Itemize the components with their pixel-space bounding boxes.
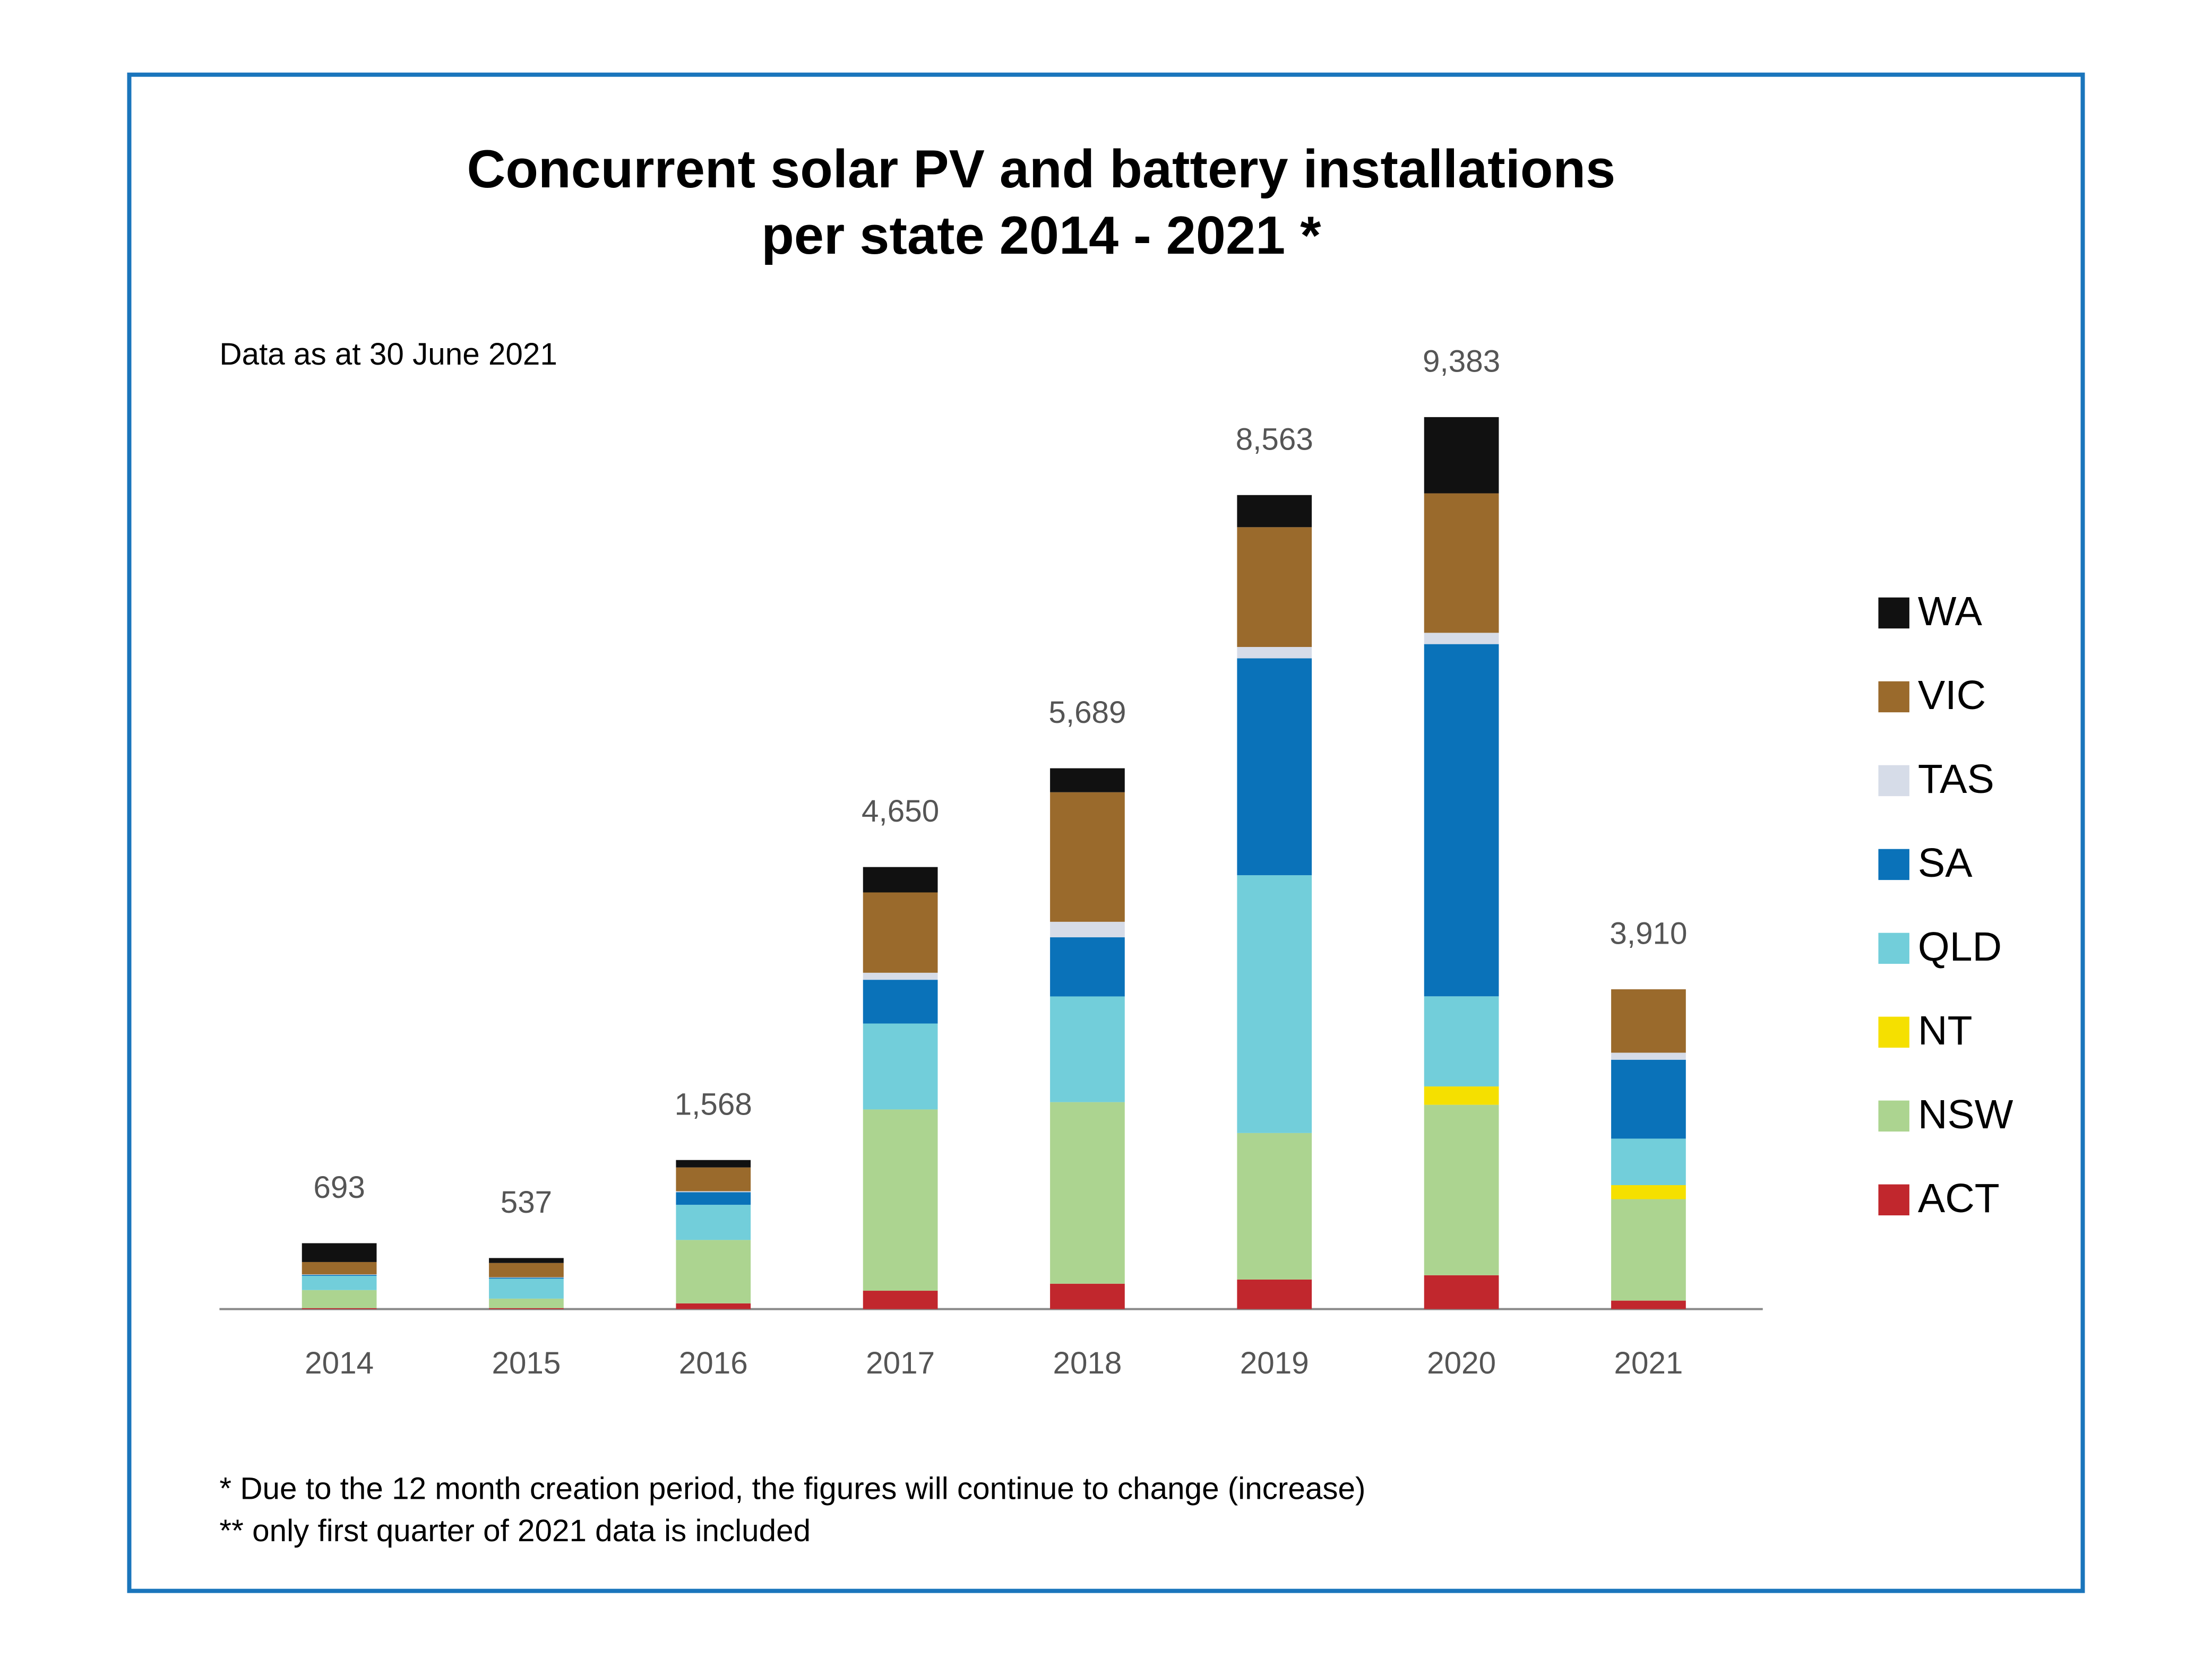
legend-swatch	[1878, 765, 1909, 797]
bar-segment	[863, 1023, 938, 1110]
bar-segment	[1424, 493, 1499, 633]
legend-label: WA	[1918, 589, 1983, 634]
bar-segment	[1050, 792, 1125, 922]
bar-segment	[863, 980, 938, 1024]
total-label: 4,650	[862, 794, 939, 828]
bar-segment	[1237, 875, 1312, 1133]
bar-segment	[676, 1167, 751, 1191]
bar-segment	[1050, 996, 1125, 1102]
legend-label: QLD	[1918, 924, 2002, 970]
bar-segment	[302, 1290, 377, 1308]
total-label: 537	[501, 1185, 552, 1220]
bar-segment	[1424, 417, 1499, 494]
bar-segment	[302, 1275, 377, 1290]
bar-segment	[863, 892, 938, 973]
bar-segment	[302, 1274, 377, 1275]
bar-segment	[1424, 633, 1499, 644]
bar-segment	[1611, 989, 1686, 1053]
legend-swatch	[1878, 932, 1909, 964]
bar-segment	[863, 1109, 938, 1291]
bar-segment	[1424, 1086, 1499, 1105]
bar-segment	[302, 1262, 377, 1275]
bar-segment	[1237, 527, 1312, 647]
x-tick-label: 2014	[305, 1346, 374, 1380]
legend-label: NSW	[1918, 1092, 2013, 1137]
bar-segment	[1424, 996, 1499, 1087]
x-tick-label: 2021	[1614, 1346, 1683, 1380]
total-label: 9,383	[1423, 344, 1500, 378]
bar-segment	[489, 1258, 564, 1263]
total-label: 8,563	[1236, 422, 1313, 456]
bar-segment	[1611, 1199, 1686, 1301]
bar-segment	[1050, 1283, 1125, 1309]
bar-segment	[1050, 921, 1125, 938]
bar-segment	[1424, 644, 1499, 997]
bar-segment	[1237, 1279, 1312, 1309]
footnote: ** only first quarter of 2021 data is in…	[219, 1514, 811, 1548]
bar-segment	[1050, 1102, 1125, 1284]
total-label: 693	[313, 1170, 365, 1205]
legend-swatch	[1878, 1100, 1909, 1132]
legend-swatch	[1878, 597, 1909, 629]
bar-segment	[863, 972, 938, 980]
bar-segment	[676, 1240, 751, 1303]
bar-segment	[489, 1277, 564, 1279]
bar-segment	[1611, 1138, 1686, 1186]
chart-title: Concurrent solar PV and battery installa…	[467, 140, 1616, 199]
bar-segment	[676, 1192, 751, 1205]
total-label: 5,689	[1048, 695, 1126, 730]
x-tick-label: 2015	[492, 1346, 561, 1380]
subtitle: Data as at 30 June 2021	[219, 337, 557, 372]
bar-segment	[863, 1291, 938, 1309]
bar-segment	[1237, 647, 1312, 659]
bar-segment	[676, 1303, 751, 1309]
bar-segment	[676, 1205, 751, 1240]
bar-segment	[302, 1243, 377, 1262]
legend-label: VIC	[1918, 672, 1986, 718]
x-tick-label: 2019	[1240, 1346, 1309, 1380]
bar-segment	[863, 867, 938, 893]
legend-label: TAS	[1918, 756, 1994, 802]
bar-segment	[302, 1308, 377, 1309]
legend-label: ACT	[1918, 1176, 2000, 1221]
x-tick-label: 2016	[679, 1346, 748, 1380]
bar-segment	[1237, 658, 1312, 876]
bar-segment	[302, 1275, 377, 1276]
bar-segment	[489, 1263, 564, 1277]
legend-label: NT	[1918, 1008, 1973, 1053]
bar-segment	[489, 1277, 564, 1278]
bar-segment	[1050, 937, 1125, 997]
bar-segment	[1237, 495, 1312, 528]
bar-segment	[1611, 1300, 1686, 1309]
bar-segment	[489, 1298, 564, 1308]
bar-segment	[1611, 1059, 1686, 1139]
bar-segment	[676, 1160, 751, 1168]
chart-title: per state 2014 - 2021 *	[761, 206, 1321, 265]
x-tick-label: 2018	[1053, 1346, 1122, 1380]
total-label: 3,910	[1609, 917, 1687, 951]
footnote: * Due to the 12 month creation period, t…	[219, 1472, 1365, 1506]
total-label: 1,568	[675, 1087, 752, 1121]
x-tick-label: 2020	[1427, 1346, 1496, 1380]
legend-swatch	[1878, 1184, 1909, 1216]
bar-segment	[676, 1191, 751, 1193]
bar-segment	[1050, 768, 1125, 792]
legend-label: SA	[1918, 840, 1973, 886]
legend-swatch	[1878, 681, 1909, 713]
x-tick-label: 2017	[866, 1346, 935, 1380]
bar-segment	[489, 1279, 564, 1299]
bar-segment	[1237, 1133, 1312, 1280]
legend-swatch	[1878, 1016, 1909, 1048]
bar-segment	[489, 1308, 564, 1309]
bar-segment	[1611, 1052, 1686, 1060]
bar-segment	[1424, 1104, 1499, 1275]
bar-segment	[1611, 1185, 1686, 1199]
bar-segment	[1424, 1275, 1499, 1309]
legend-swatch	[1878, 849, 1909, 880]
